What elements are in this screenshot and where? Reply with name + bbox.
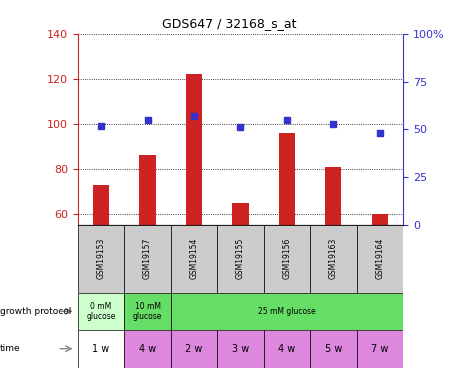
Bar bbox=[171, 292, 403, 330]
Bar bbox=[139, 155, 156, 349]
Text: GSM19163: GSM19163 bbox=[329, 238, 338, 279]
Text: GSM19157: GSM19157 bbox=[143, 238, 152, 279]
Bar bbox=[357, 330, 403, 368]
Text: 7 w: 7 w bbox=[371, 344, 388, 354]
Bar bbox=[232, 202, 249, 349]
Text: 4 w: 4 w bbox=[278, 344, 295, 354]
Bar bbox=[264, 225, 310, 292]
Bar bbox=[78, 225, 124, 292]
Bar bbox=[186, 74, 202, 349]
Text: 5 w: 5 w bbox=[325, 344, 342, 354]
Point bbox=[98, 123, 105, 129]
Text: GSM19164: GSM19164 bbox=[375, 238, 384, 279]
Bar bbox=[124, 225, 171, 292]
Text: GDS647 / 32168_s_at: GDS647 / 32168_s_at bbox=[162, 17, 296, 30]
Text: 10 mM
glucose: 10 mM glucose bbox=[133, 302, 162, 321]
Text: 4 w: 4 w bbox=[139, 344, 156, 354]
Text: 0 mM
glucose: 0 mM glucose bbox=[87, 302, 116, 321]
Bar bbox=[217, 330, 264, 368]
Text: 25 mM glucose: 25 mM glucose bbox=[258, 307, 316, 316]
Bar bbox=[78, 292, 124, 330]
Bar bbox=[310, 225, 357, 292]
Text: growth protocol: growth protocol bbox=[0, 307, 71, 316]
Bar bbox=[310, 330, 357, 368]
Point bbox=[283, 117, 290, 123]
Bar bbox=[171, 330, 217, 368]
Text: 1 w: 1 w bbox=[93, 344, 110, 354]
Bar bbox=[171, 225, 217, 292]
Point bbox=[144, 117, 151, 123]
Bar bbox=[372, 214, 388, 349]
Bar bbox=[78, 330, 124, 368]
Bar bbox=[264, 330, 310, 368]
Bar bbox=[279, 133, 295, 349]
Text: GSM19155: GSM19155 bbox=[236, 238, 245, 279]
Bar bbox=[357, 225, 403, 292]
Text: GSM19154: GSM19154 bbox=[190, 238, 198, 279]
Bar bbox=[93, 184, 109, 349]
Text: 3 w: 3 w bbox=[232, 344, 249, 354]
Bar bbox=[325, 166, 342, 349]
Bar bbox=[124, 292, 171, 330]
Text: 2 w: 2 w bbox=[185, 344, 203, 354]
Point bbox=[376, 130, 383, 136]
Point bbox=[237, 124, 244, 130]
Bar bbox=[124, 330, 171, 368]
Text: GSM19156: GSM19156 bbox=[283, 238, 291, 279]
Text: GSM19153: GSM19153 bbox=[97, 238, 106, 279]
Text: time: time bbox=[0, 344, 21, 353]
Point bbox=[330, 121, 337, 127]
Bar bbox=[217, 225, 264, 292]
Point bbox=[191, 113, 198, 119]
